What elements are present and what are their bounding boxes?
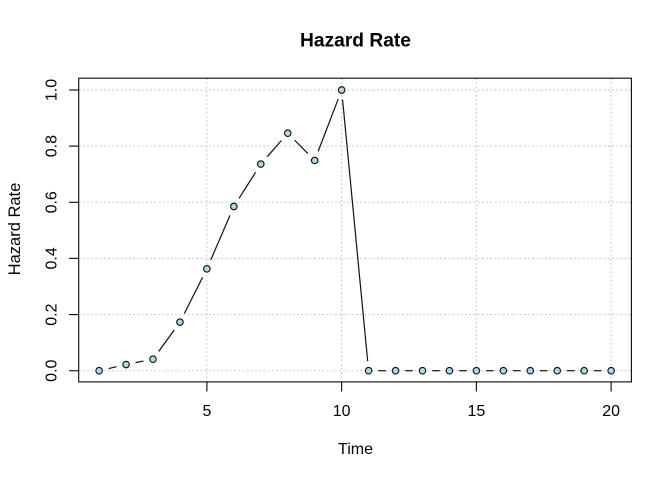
svg-text:0.2: 0.2 [44,303,61,325]
svg-text:Time: Time [338,441,373,458]
svg-text:Hazard Rate: Hazard Rate [6,183,24,276]
svg-text:5: 5 [202,403,211,420]
svg-text:0.0: 0.0 [44,359,61,381]
svg-text:0.4: 0.4 [44,247,61,269]
svg-text:1.0: 1.0 [44,79,61,101]
svg-text:15: 15 [468,403,486,420]
svg-text:0.8: 0.8 [44,135,61,157]
svg-text:0.6: 0.6 [44,191,61,213]
svg-text:10: 10 [333,403,351,420]
svg-text:20: 20 [602,403,620,420]
svg-text:Hazard Rate: Hazard Rate [300,30,411,51]
